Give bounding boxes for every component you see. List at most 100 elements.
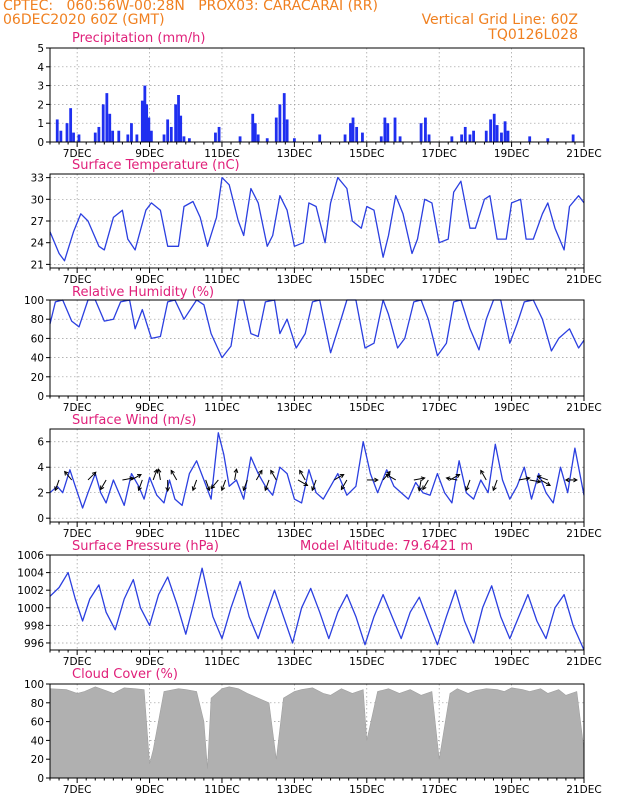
wind-vector-arrowhead xyxy=(546,481,551,487)
wind-vector-arrowhead xyxy=(420,476,426,481)
precip-title: Precipitation (mm/h) xyxy=(72,31,205,46)
precip-bar xyxy=(77,134,81,142)
rh-xtick-label: 9DEC xyxy=(135,402,164,414)
wind-vector-arrowhead xyxy=(100,485,105,491)
wind-vector-arrow xyxy=(87,471,97,481)
precip-ytick-label: 1 xyxy=(37,118,44,130)
wind-vector-arrow xyxy=(540,479,551,486)
pressure-ytick-label: 1006 xyxy=(17,550,44,562)
wind-vector-arrowhead xyxy=(129,476,135,481)
precip-bar xyxy=(166,119,170,142)
precip-bar xyxy=(162,134,166,142)
precip-bar xyxy=(179,115,183,142)
temp-ytick-label: 27 xyxy=(31,216,44,228)
wind-vector-arrowhead xyxy=(525,476,531,481)
rh-ytick-label: 40 xyxy=(31,353,44,365)
pressure-xtick-label: 9DEC xyxy=(135,656,164,668)
pressure-xtick-label: 19DEC xyxy=(494,656,529,668)
rh-xtick-label: 19DEC xyxy=(494,402,529,414)
precip-bar xyxy=(349,123,352,142)
cloud-frame xyxy=(49,683,585,779)
precip-bar xyxy=(500,132,503,142)
temp-xtick-label: 19DEC xyxy=(494,274,529,286)
precip-bar xyxy=(427,134,431,142)
precip-bar xyxy=(424,117,427,142)
temp-title: Surface Temperature (nC) xyxy=(72,158,240,173)
wind-vector-arrowhead xyxy=(210,484,216,490)
precip-bar xyxy=(318,134,322,142)
precip-bar xyxy=(177,95,180,142)
precip-bar xyxy=(93,132,97,142)
wind-vector-arrow xyxy=(152,469,158,481)
cloud-xtick-label: 13DEC xyxy=(277,784,312,796)
wind-vector-arrowhead xyxy=(339,473,345,479)
wind-vector-arrow xyxy=(205,479,210,491)
pressure-series-line xyxy=(49,567,585,651)
wind-vector-arrow xyxy=(385,474,396,481)
wind-vector-arrow xyxy=(221,479,227,491)
cloud-ytick-label: 0 xyxy=(37,773,44,785)
precip-bar xyxy=(97,126,101,142)
precip-bar xyxy=(147,117,151,142)
wind-xtick-label: 7DEC xyxy=(63,528,92,540)
wind-vector-arrow xyxy=(422,479,429,490)
rh-ytick-label: 20 xyxy=(31,372,44,384)
temp-xtick-label: 13DEC xyxy=(277,274,312,286)
precip-bar xyxy=(214,132,217,142)
wind-vector-arrowhead xyxy=(417,486,423,492)
wind-vector-arrow xyxy=(255,470,263,481)
wind-vector-arrow xyxy=(299,470,306,481)
precip-ytick-label: 0 xyxy=(37,137,44,149)
rh-ytick-label: 60 xyxy=(31,333,44,345)
wind-vector-arrow xyxy=(333,474,344,481)
wind-vector-arrow xyxy=(158,469,161,481)
wind-vector-arrowhead xyxy=(258,469,263,475)
precip-bar xyxy=(59,130,63,142)
pressure-xtick-label: 7DEC xyxy=(63,656,92,668)
wind-vector-arrow xyxy=(413,477,425,481)
precip-bar xyxy=(292,138,296,142)
rh-ytick-label: 100 xyxy=(24,295,44,307)
precip-bar xyxy=(285,119,289,142)
wind-vector-arrowhead xyxy=(311,486,316,492)
wind-vector-arrow xyxy=(418,479,422,491)
precip-bar xyxy=(251,113,255,142)
precip-xtick-label: 17DEC xyxy=(421,148,456,160)
precip-bar xyxy=(105,93,109,142)
wind-vector-arrowhead xyxy=(242,486,247,492)
wind-vector-arrow xyxy=(480,470,487,481)
temp-xtick-label: 7DEC xyxy=(63,274,92,286)
pressure-ytick-label: 996 xyxy=(24,638,44,650)
rh-frame xyxy=(49,299,585,397)
wind-vector-arrowhead xyxy=(385,473,391,479)
precip-bar xyxy=(126,134,130,142)
temp-xtick-label: 21DEC xyxy=(566,274,601,286)
wind-vector-arrow xyxy=(122,477,134,481)
precip-bar xyxy=(351,117,355,142)
precip-bar xyxy=(130,123,133,142)
wind-xtick-label: 9DEC xyxy=(135,528,164,540)
precip-bar xyxy=(379,136,383,142)
header-model-id: TQ0126L028 xyxy=(488,27,578,43)
pressure-xtick-label: 13DEC xyxy=(277,656,312,668)
wind-vector-arrowhead xyxy=(191,486,197,492)
precip-bar xyxy=(140,100,144,142)
precip-bar xyxy=(149,130,153,142)
wind-title: Surface Wind (m/s) xyxy=(72,413,196,428)
wind-vector-arrow xyxy=(264,479,270,491)
wind-vector-arrow xyxy=(518,477,530,481)
wind-xtick-label: 21DEC xyxy=(566,528,601,540)
precip-bar xyxy=(274,117,278,142)
wind-vector-arrow xyxy=(446,477,458,481)
cloud-ytick-label: 100 xyxy=(24,679,44,691)
rh-xtick-label: 21DEC xyxy=(566,402,601,414)
temp-xtick-label: 17DEC xyxy=(421,274,456,286)
precip-bar xyxy=(143,85,147,142)
cloud-xtick-label: 19DEC xyxy=(494,784,529,796)
wind-vector-arrowhead xyxy=(564,477,570,483)
precip-bar xyxy=(145,104,149,142)
wind-vector-arrow xyxy=(192,479,198,491)
wind-vector-arrowhead xyxy=(299,469,304,475)
wind-xtick-label: 15DEC xyxy=(349,528,384,540)
